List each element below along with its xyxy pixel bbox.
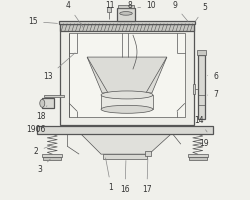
Bar (42, 154, 62, 157)
Text: 7: 7 (208, 90, 218, 99)
Bar (44, 95, 64, 97)
Text: 4: 4 (66, 1, 84, 28)
Text: 1906: 1906 (26, 125, 46, 134)
Bar (43, 157, 61, 160)
Bar (189, 157, 207, 160)
Text: 16: 16 (120, 161, 130, 194)
Bar (59, 21, 195, 24)
Bar (118, 5, 134, 8)
Bar (193, 84, 195, 94)
Text: 17: 17 (142, 159, 152, 194)
Polygon shape (87, 57, 167, 93)
Text: 19: 19 (199, 139, 208, 148)
Text: 11: 11 (105, 1, 115, 10)
Ellipse shape (120, 12, 132, 15)
Text: 10: 10 (138, 1, 156, 10)
Bar (117, 8, 135, 21)
Text: 1: 1 (106, 158, 114, 192)
Text: 14: 14 (194, 116, 207, 132)
Text: 18: 18 (36, 106, 47, 121)
Bar (42, 98, 54, 108)
Bar (69, 33, 185, 117)
Text: 15: 15 (28, 17, 58, 26)
Bar (103, 154, 147, 159)
Text: 2: 2 (34, 146, 50, 156)
Text: 9: 9 (172, 1, 188, 21)
Ellipse shape (101, 105, 153, 113)
Bar (107, 7, 112, 12)
Bar (188, 154, 208, 157)
Text: 6: 6 (208, 72, 218, 81)
Text: 3: 3 (38, 159, 50, 174)
Bar (145, 151, 151, 156)
Bar (198, 55, 205, 119)
Bar (60, 24, 194, 125)
Polygon shape (81, 134, 171, 154)
Ellipse shape (40, 99, 45, 107)
Bar (60, 24, 194, 31)
Text: 5: 5 (195, 3, 207, 21)
Bar (101, 95, 153, 109)
Bar (37, 126, 213, 134)
Text: 13: 13 (44, 53, 75, 81)
Ellipse shape (101, 91, 153, 99)
Text: 8: 8 (126, 1, 132, 10)
Bar (197, 50, 206, 55)
